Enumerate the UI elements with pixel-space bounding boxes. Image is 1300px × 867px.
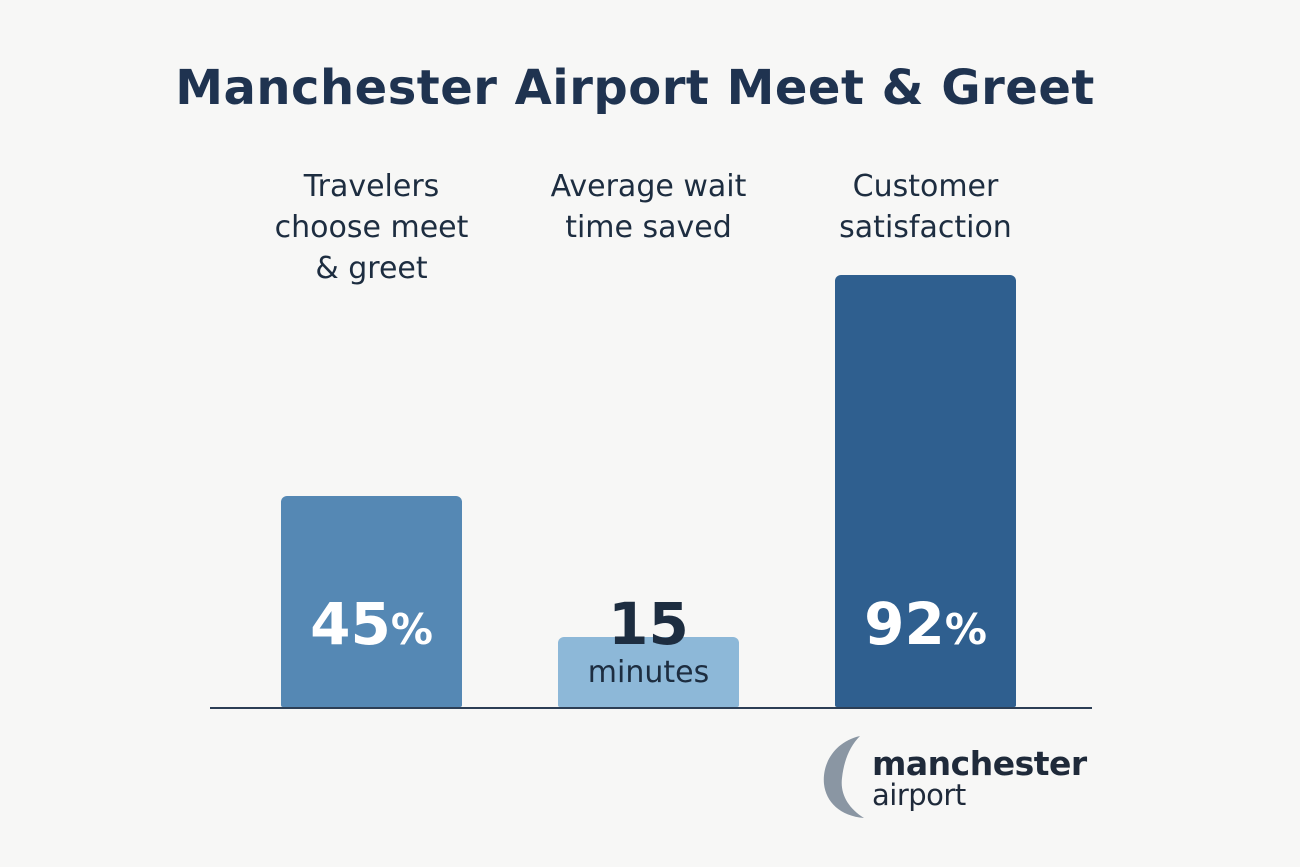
- bar-value-number: 92: [864, 590, 945, 658]
- chart-title: Manchester Airport Meet & Greet: [175, 60, 1095, 116]
- bar-value-label-1: 45%: [272, 592, 472, 662]
- bar-value-suffix: %: [944, 605, 987, 654]
- bar-value-unit-2: minutes: [587, 655, 710, 690]
- category-label-line: satisfaction: [839, 210, 1012, 245]
- x-axis-baseline: [210, 707, 1092, 709]
- category-label-line: Customer: [852, 169, 999, 204]
- bar-value-number: 45: [310, 590, 391, 658]
- bar-1: [281, 496, 462, 707]
- bar-value-label-2: 15: [549, 592, 749, 656]
- bar-value-suffix: %: [390, 605, 433, 654]
- crescent-logo-icon: [823, 736, 864, 818]
- category-label-1: Travelers choose meet & greet: [252, 166, 492, 289]
- category-label-line: Average wait: [550, 169, 747, 204]
- category-label-line: time saved: [565, 210, 732, 245]
- category-label-line: & greet: [315, 251, 428, 286]
- category-label-line: choose meet: [274, 210, 469, 245]
- logo-text-airport: airport: [872, 778, 966, 812]
- bar-3: [835, 275, 1016, 707]
- logo-text-manchester: manchester: [872, 744, 1087, 783]
- category-label-line: Travelers: [303, 169, 440, 204]
- bar-value-label-3: 92%: [826, 592, 1026, 662]
- bar-value-number: 15: [608, 590, 689, 658]
- manchester-airport-logo: manchester airport: [820, 730, 1087, 820]
- category-label-2: Average wait time saved: [529, 166, 769, 248]
- bar-2: [558, 637, 739, 707]
- category-label-3: Customer satisfaction: [806, 166, 1046, 248]
